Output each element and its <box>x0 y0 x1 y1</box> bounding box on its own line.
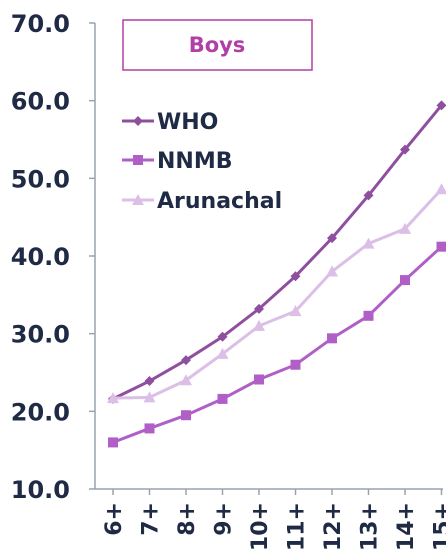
legend-nnmb-marker <box>133 155 143 165</box>
series-nnmb-point <box>290 359 301 370</box>
x-tick-label: 8+ <box>175 502 200 536</box>
series-nnmb-point <box>363 310 374 321</box>
series-arunachal-point <box>180 374 192 386</box>
series-nnmb-point <box>327 333 337 344</box>
series-nnmb-point <box>436 241 446 252</box>
series-who-point <box>290 271 301 282</box>
x-tick-label: 13+ <box>358 502 383 551</box>
legend-who-label: WHO <box>157 110 218 135</box>
series-arunachal-point <box>216 347 229 359</box>
series-arunachal-point <box>143 391 156 403</box>
series-arunachal-point <box>399 222 411 234</box>
x-axis-ticks: 6+ 7+ 8+ 9+ 10+ 11+ 12+ 13+ 14+ 15+ <box>102 489 446 551</box>
y-tick-label: 30.0 <box>11 321 70 349</box>
series-nnmb <box>108 241 446 448</box>
chart-title-box <box>122 19 313 71</box>
series-who-point <box>254 303 264 314</box>
legend: WHO NNMB Arunachal <box>122 110 282 214</box>
series-arunachal-point <box>289 305 302 317</box>
x-tick-label: 10+ <box>248 502 273 551</box>
y-tick-label: 40.0 <box>11 243 70 271</box>
series-nnmb-point <box>400 275 410 286</box>
y-tick-label: 10.0 <box>11 476 70 504</box>
chart-title: Boys <box>122 19 313 71</box>
series-nnmb-point <box>217 393 228 404</box>
axes <box>94 23 443 490</box>
x-tick-label: 15+ <box>431 502 446 551</box>
series-arunachal-point <box>326 265 338 277</box>
series-arunachal-point <box>362 237 375 249</box>
legend-who-marker <box>133 116 143 126</box>
series-nnmb-point <box>144 423 155 434</box>
series-nnmb-point <box>181 410 191 421</box>
x-tick-label: 14+ <box>394 502 419 551</box>
series-arunachal-point <box>435 183 446 195</box>
x-tick-label: 11+ <box>285 502 310 551</box>
legend-nnmb-label: NNMB <box>157 149 233 174</box>
series-who-point <box>217 331 228 342</box>
series-who-line <box>112 104 443 401</box>
series-who-point <box>363 190 374 201</box>
chart-title-text: Boys <box>189 33 246 57</box>
y-tick-label: 70.0 <box>11 10 70 38</box>
series-arunachal <box>107 183 446 404</box>
series-nnmb-point <box>108 437 118 448</box>
series-who-point <box>144 376 155 387</box>
series-who-point <box>436 100 446 111</box>
x-tick-label: 9+ <box>212 502 237 536</box>
series-nnmb-line <box>112 245 443 444</box>
legend-arunachal-marker <box>132 194 144 205</box>
x-tick-label: 7+ <box>139 502 164 536</box>
series-arunachal-point <box>253 319 265 331</box>
x-tick-label: 12+ <box>321 502 346 551</box>
series-who-point <box>400 144 410 155</box>
y-tick-label: 60.0 <box>11 88 70 116</box>
series-arunachal-point <box>107 392 119 404</box>
series-who <box>108 100 446 404</box>
legend-arunachal-label: Arunachal <box>157 189 282 214</box>
y-axis-ticks: 70.0 60.0 50.0 40.0 30.0 20.0 10.0 <box>11 10 95 504</box>
series-who-point <box>327 233 337 244</box>
y-tick-label: 20.0 <box>11 398 70 426</box>
series-who-point <box>181 355 191 366</box>
x-tick-label: 6+ <box>102 502 127 536</box>
series-layer <box>107 100 446 448</box>
series-nnmb-point <box>254 374 264 385</box>
series-arunachal-line <box>112 188 443 400</box>
y-tick-label: 50.0 <box>11 165 70 193</box>
